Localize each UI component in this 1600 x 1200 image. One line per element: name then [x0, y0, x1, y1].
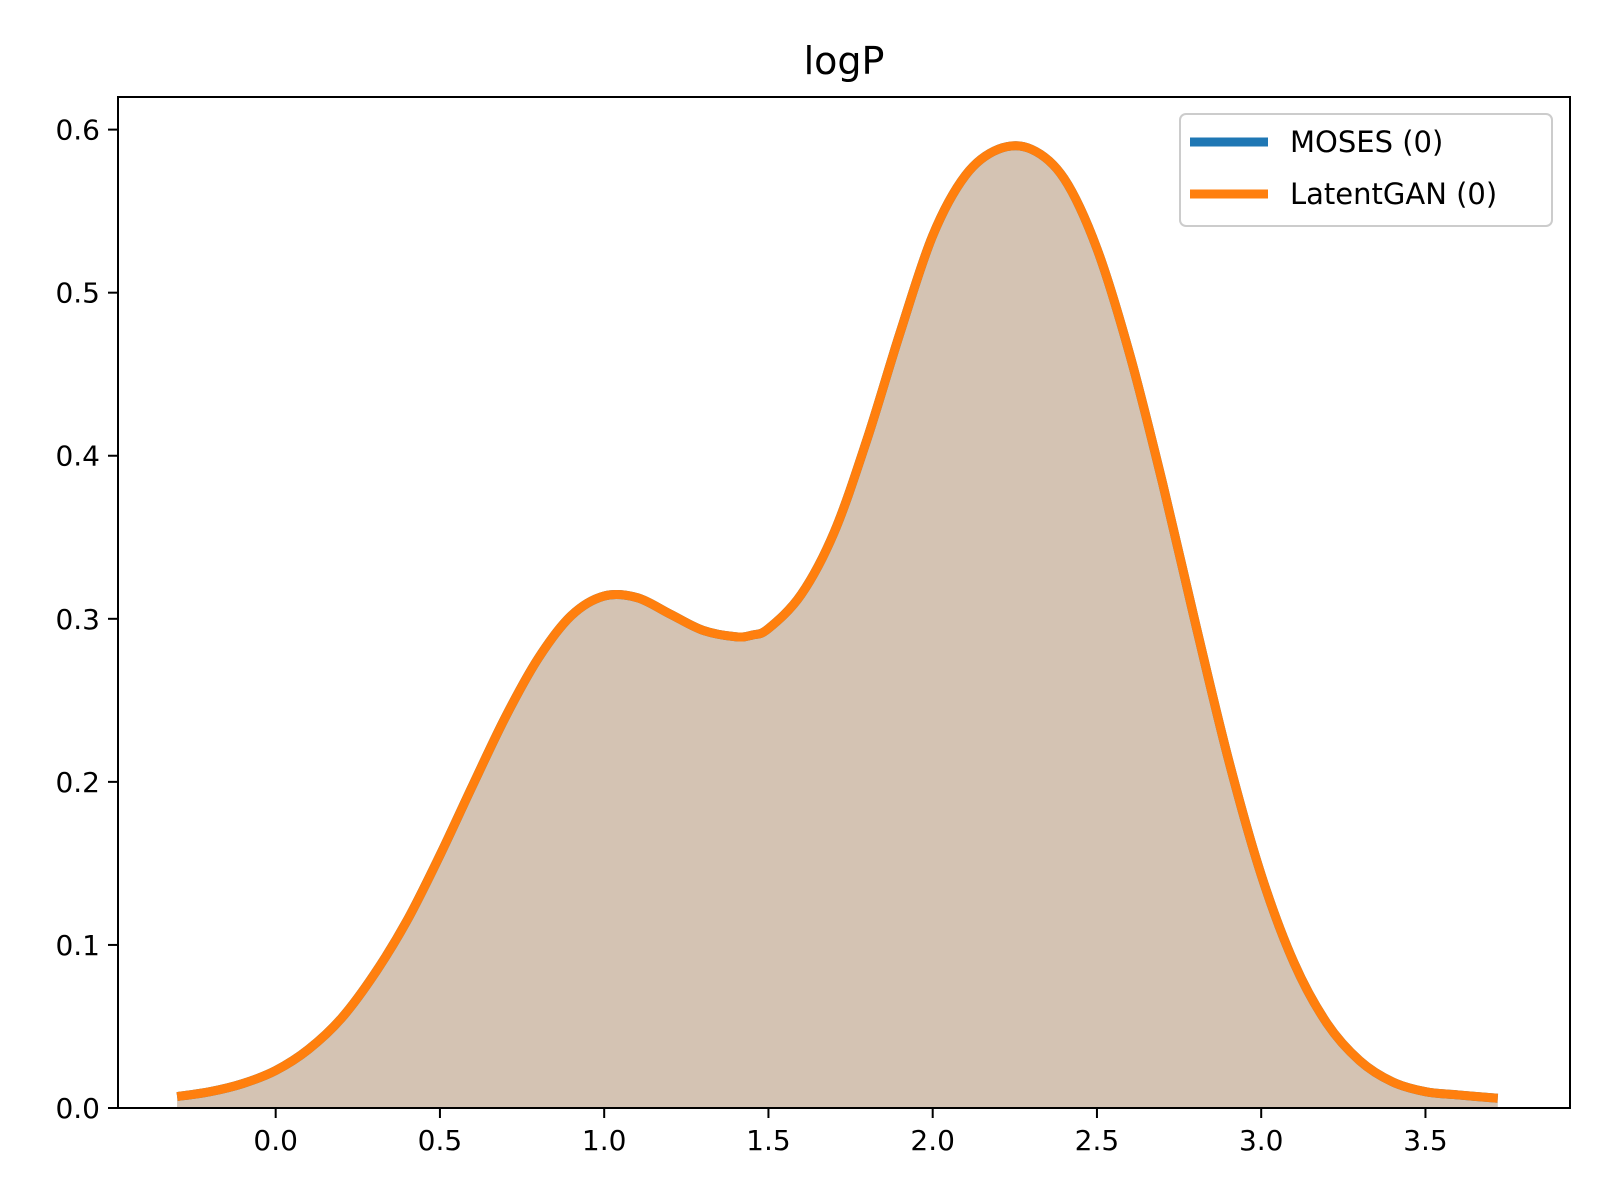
series-fill-1 — [177, 145, 1498, 1108]
y-tick-label: 0.2 — [55, 766, 100, 799]
x-tick-label: 1.0 — [582, 1124, 627, 1157]
legend-label-0: MOSES (0) — [1290, 125, 1443, 159]
series-lines — [176, 141, 1499, 1103]
x-tick-label: 0.5 — [418, 1124, 463, 1157]
legend: MOSES (0) LatentGAN (0) — [1179, 113, 1553, 227]
legend-box — [1179, 113, 1553, 227]
x-tick-label: 2.0 — [910, 1124, 955, 1157]
x-axis-ticks: 0.0 0.5 1.0 1.5 2.0 2.5 3.0 3.5 — [253, 1108, 1448, 1157]
x-tick-label: 1.5 — [746, 1124, 791, 1157]
x-tick-label: 0.0 — [253, 1124, 298, 1157]
y-tick-label: 0.3 — [55, 603, 100, 636]
legend-label-1: LatentGAN (0) — [1290, 177, 1497, 211]
y-tick-label: 0.4 — [55, 440, 100, 473]
y-axis-ticks: 0.0 0.1 0.2 0.3 0.4 0.5 0.6 — [55, 114, 118, 1125]
area-fills — [177, 145, 1498, 1108]
y-tick-label: 0.0 — [55, 1092, 100, 1125]
series-line-1 — [176, 141, 1499, 1103]
y-tick-label: 0.1 — [55, 929, 100, 962]
chart-title: logP — [804, 39, 885, 83]
y-tick-label: 0.6 — [55, 114, 100, 147]
series-fill-0 — [177, 145, 1498, 1108]
x-tick-label: 3.5 — [1403, 1124, 1448, 1157]
axes-frame — [117, 96, 1571, 1109]
y-tick-label: 0.5 — [55, 277, 100, 310]
x-tick-label: 3.0 — [1239, 1124, 1284, 1157]
x-tick-label: 2.5 — [1075, 1124, 1120, 1157]
